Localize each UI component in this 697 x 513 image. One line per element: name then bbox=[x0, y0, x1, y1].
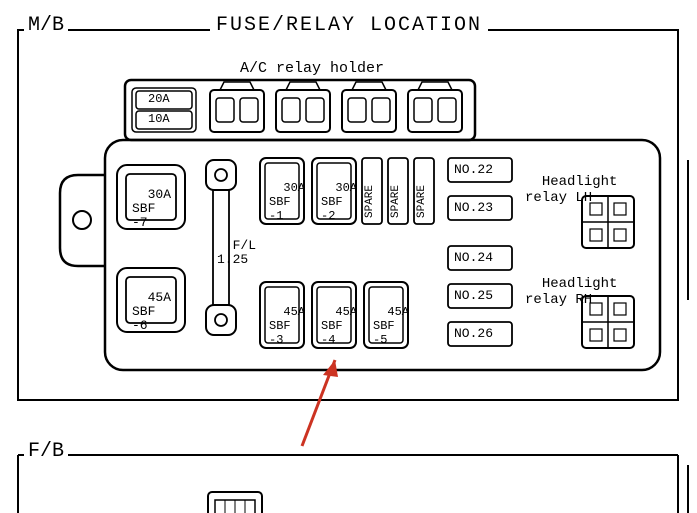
fuse-10a-label: 10A bbox=[148, 112, 170, 126]
spare2-label: SPARE bbox=[390, 185, 402, 218]
ac-label: A/C relay holder bbox=[240, 60, 384, 77]
sbf4-label: 45ASBF-4 bbox=[321, 291, 357, 347]
fl-top-hole bbox=[215, 169, 227, 181]
fl-label: F/L1.25 bbox=[217, 225, 256, 267]
spare1-label: SPARE bbox=[364, 185, 376, 218]
no24-label: NO.24 bbox=[454, 250, 493, 265]
fl-top bbox=[206, 160, 236, 190]
no23-label: NO.23 bbox=[454, 200, 493, 215]
title-main: FUSE/RELAY LOCATION bbox=[210, 14, 488, 37]
headlight-lh-label: Headlightrelay LH bbox=[525, 158, 617, 206]
sbf5-label: 45ASBF-5 bbox=[373, 291, 409, 347]
sbf3-label: 45ASBF-3 bbox=[269, 291, 305, 347]
spare3-label: SPARE bbox=[416, 185, 428, 218]
fl-bottom bbox=[206, 305, 236, 335]
mounting-hole bbox=[73, 211, 91, 229]
mb-label: M/B bbox=[24, 14, 68, 37]
ac-relay-1 bbox=[210, 82, 264, 132]
ac-relay-2 bbox=[276, 82, 330, 132]
mounting-ear bbox=[60, 175, 105, 266]
fuse-20a-label: 20A bbox=[148, 92, 170, 106]
no26-label: NO.26 bbox=[454, 326, 493, 341]
no22-label: NO.22 bbox=[454, 162, 493, 177]
ac-relay-4 bbox=[408, 82, 462, 132]
sbf2-label: 30ASBF-2 bbox=[321, 167, 357, 223]
pointer-arrow bbox=[302, 360, 338, 446]
fl-bottom-hole bbox=[215, 314, 227, 326]
fb-label: F/B bbox=[24, 440, 68, 463]
sbf1-label: 30ASBF-1 bbox=[269, 167, 305, 223]
sbf6-label: 45ASBF-6 bbox=[132, 277, 171, 333]
ac-relay-3 bbox=[342, 82, 396, 132]
sbf7-label: 30ASBF-7 bbox=[132, 174, 171, 230]
headlight-rh-label: Headlightrelay RH bbox=[525, 260, 617, 308]
no25-label: NO.25 bbox=[454, 288, 493, 303]
